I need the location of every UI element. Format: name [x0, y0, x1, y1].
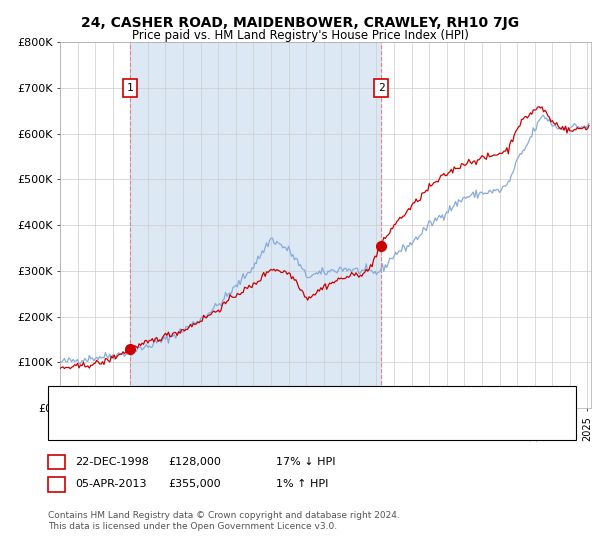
Text: This data is licensed under the Open Government Licence v3.0.: This data is licensed under the Open Gov… [48, 522, 337, 531]
Text: 1% ↑ HPI: 1% ↑ HPI [276, 479, 328, 489]
Text: Contains HM Land Registry data © Crown copyright and database right 2024.: Contains HM Land Registry data © Crown c… [48, 511, 400, 520]
Text: 1: 1 [53, 457, 60, 467]
Bar [130, 42, 381, 408]
Text: 17% ↓ HPI: 17% ↓ HPI [276, 457, 335, 467]
Text: £128,000: £128,000 [168, 457, 221, 467]
Text: HPI: Average price, detached house, Crawley: HPI: Average price, detached house, Craw… [93, 421, 328, 431]
Text: £355,000: £355,000 [168, 479, 221, 489]
Text: 05-APR-2013: 05-APR-2013 [75, 479, 146, 489]
Text: 2: 2 [53, 479, 60, 489]
Text: 24, CASHER ROAD, MAIDENBOWER, CRAWLEY, RH10 7JG: 24, CASHER ROAD, MAIDENBOWER, CRAWLEY, R… [81, 16, 519, 30]
Text: Price paid vs. HM Land Registry's House Price Index (HPI): Price paid vs. HM Land Registry's House … [131, 29, 469, 42]
Text: 1: 1 [127, 83, 133, 93]
Text: 24, CASHER ROAD, MAIDENBOWER, CRAWLEY, RH10 7JG (detached house): 24, CASHER ROAD, MAIDENBOWER, CRAWLEY, R… [93, 398, 482, 408]
Text: 2: 2 [377, 83, 385, 93]
Text: 22-DEC-1998: 22-DEC-1998 [75, 457, 149, 467]
